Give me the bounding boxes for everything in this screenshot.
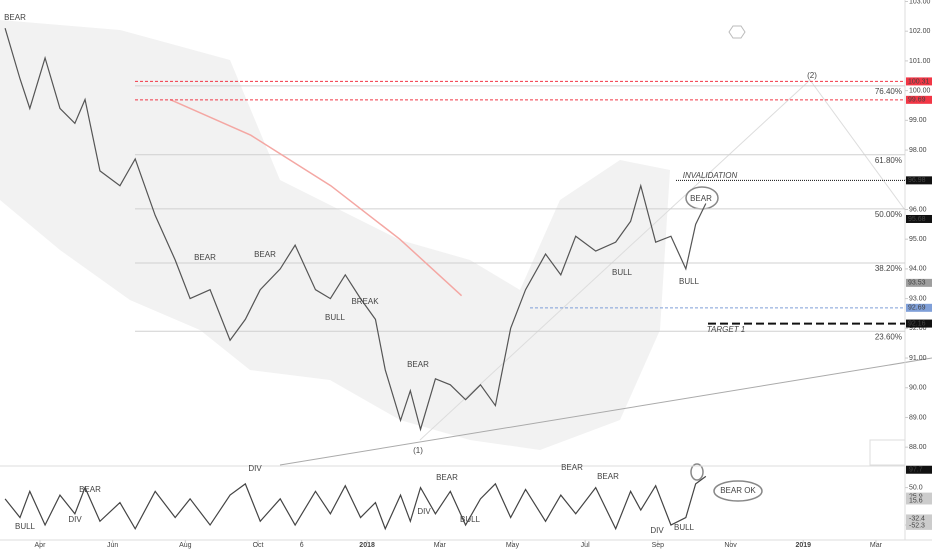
annotation: BULL: [674, 523, 695, 532]
value-tag-label: 97.7: [909, 467, 923, 474]
price-line: [4, 28, 707, 432]
x-tick-label: Aug: [179, 542, 192, 549]
annotation: INVALIDATION: [683, 171, 738, 180]
value-tag-label: 15.6: [909, 497, 923, 504]
y-tick-label: 90.00: [909, 385, 927, 392]
y-tick-label: 102.00: [909, 28, 931, 35]
annotation: BEAR: [254, 250, 276, 259]
annotation: (2): [807, 71, 817, 80]
price-tag-label: 99.69: [908, 97, 926, 104]
annotation: BEAR: [690, 194, 712, 203]
y-tick-label: 50.0: [909, 484, 923, 491]
annotation: BEAR: [561, 463, 583, 472]
y-tick-label: 89.00: [909, 414, 927, 421]
y-tick-label: 100.00: [909, 87, 931, 94]
annotation: BULL: [679, 277, 700, 286]
y-tick-label: 88.00: [909, 444, 927, 451]
price-tag: [906, 176, 932, 185]
annotation: BEAR: [436, 473, 458, 482]
x-tick-label: Nov: [724, 542, 737, 549]
annotation: BREAK: [351, 297, 379, 306]
annotation: BULL: [15, 522, 36, 531]
price-tag-label: 93.53: [908, 280, 926, 287]
x-tick-label: Apr: [35, 542, 47, 549]
fib-label: 50.00%: [875, 210, 902, 219]
x-tick-label: 2018: [359, 542, 375, 549]
x-tick-label: Jun: [107, 542, 118, 549]
y-tick-label: 96.00: [909, 206, 927, 213]
price-tag: [906, 77, 932, 86]
hex-icon: [728, 25, 746, 39]
x-tick-label: 2019: [795, 542, 811, 549]
x-tick-label: May: [506, 542, 520, 549]
oscillator-line: [4, 475, 707, 531]
annotation: BULL: [460, 515, 481, 524]
x-tick-label: 6: [300, 542, 304, 549]
x-tick-label: Sep: [652, 542, 665, 549]
highlight-ellipse: [690, 463, 704, 481]
y-tick-label: 94.00: [909, 266, 927, 273]
y-tick-label: 98.00: [909, 147, 927, 154]
x-tick-label: Mar: [870, 542, 883, 549]
y-tick-label: 99.00: [909, 117, 927, 124]
y-tick-label: 95.00: [909, 236, 927, 243]
annotation: BEAR OK: [720, 486, 756, 495]
envelope-band: [0, 20, 670, 450]
value-tag-label: -32.4: [909, 515, 925, 522]
annotation: BEAR: [79, 485, 101, 494]
annotation: DIV: [650, 526, 664, 535]
price-tag: [906, 278, 932, 287]
value-tag-label: -52.3: [909, 523, 925, 530]
value-tag: [906, 496, 932, 505]
annotation: BEAR: [407, 360, 429, 369]
x-tick-label: Mar: [434, 542, 447, 549]
price-tag-label: 96.98: [908, 177, 926, 184]
y-tick-label: 101.00: [909, 58, 931, 65]
annotation: BULL: [612, 268, 633, 277]
price-tag: [906, 319, 932, 328]
price-tag-label: 100.31: [908, 78, 930, 85]
price-tag-label: 92.69: [908, 305, 926, 312]
y-tick-label: 91.00: [909, 355, 927, 362]
price-tag: [906, 214, 932, 223]
annotation: TARGET 1: [707, 325, 746, 334]
fib-label: 23.60%: [875, 332, 902, 341]
highlight-ellipse: [713, 480, 763, 502]
value-tag: [906, 465, 932, 474]
y-tick-label: 93.00: [909, 295, 927, 302]
price-tag: [906, 303, 932, 312]
annotation: BEAR: [194, 253, 216, 262]
annotation: DIV: [248, 464, 262, 473]
price-tag-label: 95.68: [908, 216, 926, 223]
fib-label: 38.20%: [875, 264, 902, 273]
price-tag-label: 92.16: [908, 320, 926, 327]
annotation: BEAR: [597, 472, 619, 481]
annotation: (1): [413, 446, 423, 455]
annotation: BEAR: [4, 13, 26, 22]
x-tick-label: Jul: [581, 542, 590, 549]
annotation: BULL: [325, 313, 346, 322]
x-tick-label: Oct: [253, 542, 264, 549]
annotation: DIV: [417, 507, 431, 516]
moving-average: [169, 98, 463, 297]
trend-line: [279, 357, 932, 466]
y-tick-label: 92.00: [909, 325, 927, 332]
y-tick-label: 103.00: [909, 0, 931, 5]
fib-label: 76.40%: [875, 87, 902, 96]
price-tag: [906, 95, 932, 104]
value-tag: [906, 514, 932, 523]
value-tag: [906, 521, 932, 530]
wave-projection: [419, 79, 906, 441]
fib-label: 61.80%: [875, 156, 902, 165]
annotation: DIV: [68, 515, 82, 524]
